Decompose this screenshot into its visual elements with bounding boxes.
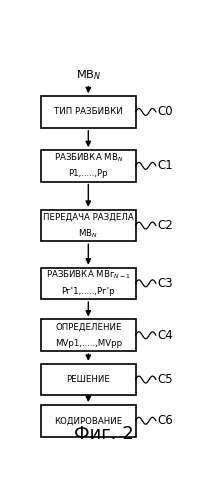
Text: КОДИРОВАНИЕ: КОДИРОВАНИЕ (54, 416, 122, 425)
Text: РАЗБИВКА МВг$_{N-1}$: РАЗБИВКА МВг$_{N-1}$ (46, 269, 130, 281)
Text: ПЕРЕДАЧА РАЗДЕЛА: ПЕРЕДАЧА РАЗДЕЛА (43, 213, 133, 222)
Text: МVр1,.....,МVрр: МVр1,.....,МVрр (55, 339, 121, 348)
Text: ОПРЕДЕЛЕНИЕ: ОПРЕДЕЛЕНИЕ (55, 322, 121, 332)
Text: C1: C1 (157, 160, 173, 172)
Text: C0: C0 (157, 106, 172, 118)
Text: МВ$_N$: МВ$_N$ (78, 228, 98, 240)
Text: МВ$_N$: МВ$_N$ (75, 68, 101, 82)
Text: РЕШЕНИЕ: РЕШЕНИЕ (66, 375, 110, 384)
Bar (41, 210, 135, 242)
Bar (41, 405, 135, 436)
Text: Фиг. 2: Фиг. 2 (74, 425, 133, 443)
Bar (41, 364, 135, 396)
Text: Рг'1,.....,Рг'р: Рг'1,.....,Рг'р (61, 287, 115, 296)
Text: C6: C6 (157, 414, 173, 427)
Text: C2: C2 (157, 219, 173, 232)
Bar (41, 268, 135, 299)
Text: Р1,.....,Рр: Р1,.....,Рр (68, 170, 108, 178)
Bar (41, 150, 135, 182)
Bar (41, 96, 135, 128)
Text: РАЗБИВКА МВ$_N$: РАЗБИВКА МВ$_N$ (53, 152, 122, 164)
Text: C5: C5 (157, 373, 172, 386)
Bar (41, 320, 135, 351)
Text: C4: C4 (157, 329, 173, 342)
Text: C3: C3 (157, 277, 172, 290)
Text: ТИП РАЗБИВКИ: ТИП РАЗБИВКИ (54, 108, 122, 116)
